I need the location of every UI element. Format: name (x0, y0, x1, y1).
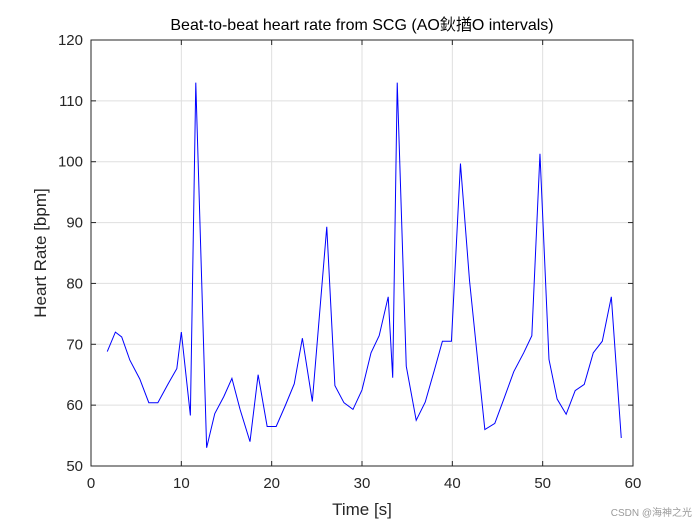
x-tick-label: 10 (173, 475, 190, 492)
x-tick-label: 0 (87, 475, 95, 492)
x-tick-label: 20 (263, 475, 280, 492)
x-tick-label: 50 (534, 475, 551, 492)
x-axis-label: Time [s] (332, 500, 392, 519)
x-tick-label: 30 (354, 475, 371, 492)
y-tick-label: 100 (58, 154, 83, 171)
heart-rate-series-line (106, 82, 622, 448)
y-tick-label: 70 (66, 336, 83, 353)
x-tick-label: 40 (444, 475, 461, 492)
y-tick-label: 110 (59, 93, 83, 110)
csdn-watermark: CSDN @海神之光 (610, 508, 692, 519)
y-tick-label: 90 (66, 215, 83, 232)
y-tick-label: 50 (66, 458, 83, 475)
chart-title: Beat-to-beat heart rate from SCG (AO鈥揂O … (170, 16, 553, 34)
y-axis-label: Heart Rate [bpm] (31, 188, 50, 317)
y-tick-label: 120 (58, 32, 83, 49)
x-tick-label: 60 (625, 475, 642, 492)
y-tick-label: 60 (66, 397, 83, 414)
axis-ticks: 0 10 20 30 40 50 60 50 60 70 80 90 100 110 120 (58, 32, 641, 492)
y-tick-label: 80 (66, 275, 83, 292)
grid-lines (91, 40, 633, 466)
